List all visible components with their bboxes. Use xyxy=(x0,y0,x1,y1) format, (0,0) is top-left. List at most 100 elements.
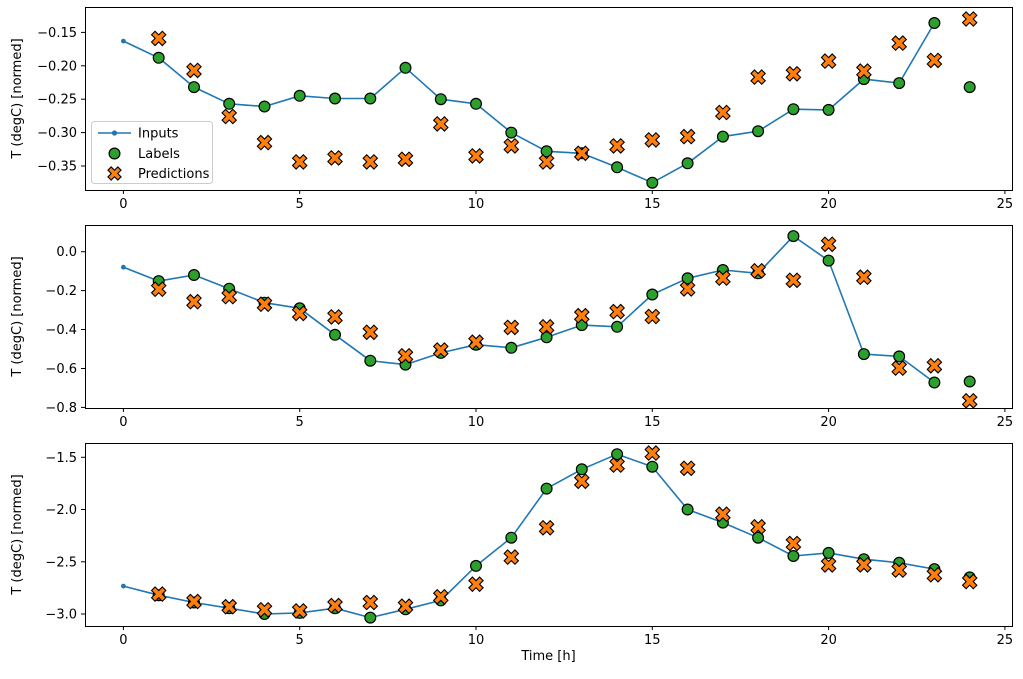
prediction-marker xyxy=(961,573,978,590)
chart-layer: 0 5 10 15 20 25−0.15−0.20−0.25−0.30−0.35T (de… xyxy=(10,7,1014,664)
legend-item-inputs: Inputs xyxy=(98,127,179,142)
prediction-marker xyxy=(679,280,696,297)
prediction-marker xyxy=(785,272,802,289)
label-marker xyxy=(822,103,835,116)
y-axis-title: T (degC) [normed] xyxy=(10,38,25,159)
prediction-marker xyxy=(750,262,767,279)
label-marker xyxy=(963,81,976,94)
label-marker xyxy=(188,269,201,282)
y-tick-label: −0.30 xyxy=(37,126,77,141)
prediction-marker xyxy=(679,460,696,477)
label-marker xyxy=(329,328,342,341)
label-marker xyxy=(152,51,165,64)
prediction-marker xyxy=(926,357,943,374)
prediction-marker xyxy=(891,35,908,52)
prediction-marker xyxy=(221,598,238,615)
y-tick-label: 0.0 xyxy=(56,245,77,260)
prediction-marker xyxy=(573,473,590,490)
label-marker xyxy=(611,448,624,461)
legend-item-labels: Labels xyxy=(108,147,180,162)
prediction-marker xyxy=(750,518,767,535)
label-marker xyxy=(611,320,624,333)
label-marker xyxy=(223,97,236,110)
prediction-marker xyxy=(150,281,167,298)
prediction-marker xyxy=(291,305,308,322)
y-axis-title: T (degC) [normed] xyxy=(10,474,25,595)
label-marker xyxy=(540,331,553,344)
panel-middle: 0 5 10 15 20 25 0.0 −0.2 −0.4 −0.6 −0.8 T (degC) [n… xyxy=(10,225,1013,430)
panel-border xyxy=(85,7,1013,191)
y-tick-label: −0.15 xyxy=(37,26,77,41)
x-tick-label: 25 xyxy=(997,197,1014,212)
label-marker xyxy=(822,546,835,559)
label-marker xyxy=(505,341,518,354)
prediction-marker xyxy=(291,602,308,619)
prediction-marker xyxy=(926,566,943,583)
prediction-marker xyxy=(291,153,308,170)
prediction-marker xyxy=(785,535,802,552)
prediction-marker xyxy=(397,598,414,615)
prediction-marker xyxy=(926,52,943,69)
prediction-marker xyxy=(538,153,555,170)
label-marker xyxy=(364,92,377,105)
prediction-marker xyxy=(397,347,414,364)
legend-label-labels: Labels xyxy=(138,147,180,162)
input-point-marker xyxy=(121,583,126,589)
x-tick-label: 0 xyxy=(119,415,127,430)
prediction-marker xyxy=(714,104,731,121)
y-tick-label: −0.8 xyxy=(45,401,77,416)
y-tick-label: −2.5 xyxy=(45,555,77,570)
x-tick-label: 10 xyxy=(468,197,485,212)
label-marker xyxy=(822,254,835,267)
label-marker xyxy=(329,92,342,105)
label-marker xyxy=(540,145,553,158)
x-tick-label: 0 xyxy=(119,633,127,648)
label-marker xyxy=(364,611,377,624)
x-tick-label: 15 xyxy=(644,197,661,212)
label-marker xyxy=(188,81,201,94)
inputs-dot-sample xyxy=(111,130,118,136)
prediction-marker xyxy=(785,65,802,82)
prediction-marker xyxy=(855,63,872,80)
y-tick-label: −2.0 xyxy=(45,503,77,518)
prediction-marker xyxy=(820,236,837,253)
prediction-marker xyxy=(644,308,661,325)
label-marker xyxy=(681,503,694,516)
prediction-marker xyxy=(468,576,484,593)
prediction-marker xyxy=(221,108,238,125)
prediction-marker xyxy=(714,506,731,523)
label-marker xyxy=(716,130,729,143)
y-tick-label: −0.4 xyxy=(45,323,77,338)
prediction-marker xyxy=(432,342,449,358)
y-axis-title: T (degC) [normed] xyxy=(10,256,25,377)
label-marker xyxy=(752,125,765,138)
label-marker xyxy=(470,559,483,572)
label-marker xyxy=(540,482,553,495)
label-marker xyxy=(893,77,906,90)
legend: Inputs Labels Predictions xyxy=(91,121,213,184)
prediction-marker xyxy=(891,562,908,579)
inputs-line xyxy=(123,235,935,384)
label-marker xyxy=(293,89,306,102)
prediction-marker xyxy=(891,360,908,377)
label-marker xyxy=(787,549,800,562)
label-marker xyxy=(399,61,412,74)
label-marker xyxy=(752,531,765,544)
label-marker xyxy=(893,350,906,363)
y-tick-label: −3.0 xyxy=(45,608,77,623)
prediction-marker xyxy=(362,153,379,170)
prediction-marker xyxy=(397,151,414,168)
label-marker xyxy=(681,272,694,285)
prediction-marker xyxy=(256,601,273,618)
x-tick-label: 0 xyxy=(119,197,127,212)
label-marker xyxy=(470,97,483,110)
prediction-marker xyxy=(609,457,626,474)
prediction-marker xyxy=(714,270,731,287)
prediction-marker xyxy=(855,269,872,286)
prediction-marker xyxy=(961,11,978,27)
prediction-marker xyxy=(609,303,626,320)
x-tick-label: 20 xyxy=(820,197,837,212)
predictions-x-sample xyxy=(107,166,122,181)
prediction-marker xyxy=(538,519,555,536)
label-marker xyxy=(963,375,976,388)
